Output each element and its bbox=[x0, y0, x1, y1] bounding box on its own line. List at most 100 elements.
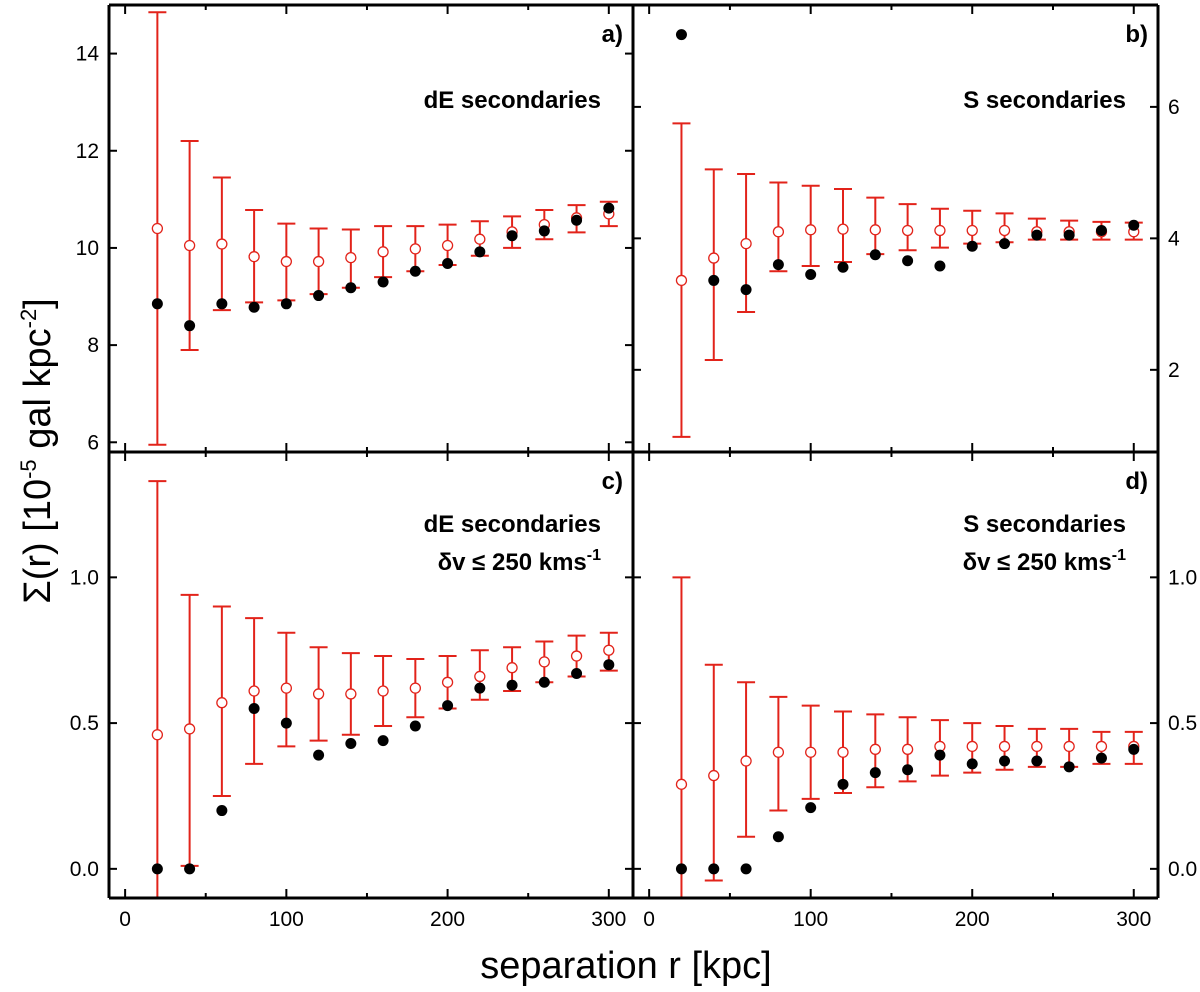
observed-point bbox=[280, 717, 292, 729]
panel-title: S secondaries bbox=[963, 511, 1126, 538]
panel-subtitle-text: δv ≤ 250 kms bbox=[963, 549, 1112, 576]
model-point bbox=[675, 778, 688, 790]
observed-point bbox=[603, 202, 615, 214]
observed-point bbox=[675, 863, 687, 875]
observed-point bbox=[248, 301, 260, 313]
model-point bbox=[966, 224, 978, 237]
model-point bbox=[675, 274, 688, 287]
model-point bbox=[441, 239, 454, 252]
observed-point bbox=[313, 290, 325, 302]
model-point bbox=[869, 743, 881, 755]
y-tick-label: 0.5 bbox=[70, 712, 99, 735]
panel-title: S secondaries bbox=[963, 87, 1126, 114]
model-point bbox=[248, 685, 260, 697]
model-point bbox=[772, 746, 785, 758]
model-point bbox=[966, 740, 978, 753]
panel-subtitle: δv ≤ 250 kms-1 bbox=[438, 547, 601, 576]
observed-point bbox=[538, 676, 550, 688]
y-tick-label: 14 bbox=[76, 43, 100, 66]
observed-point bbox=[506, 230, 518, 242]
model-point bbox=[837, 746, 849, 758]
x-tick-label: 100 bbox=[793, 908, 828, 931]
observed-point bbox=[377, 735, 389, 747]
observed-point bbox=[740, 284, 752, 296]
y-tick-label: 8 bbox=[87, 334, 99, 357]
model-point bbox=[280, 255, 293, 268]
observed-point bbox=[999, 755, 1011, 767]
model-point bbox=[248, 251, 260, 263]
observed-point bbox=[837, 261, 849, 273]
model-point bbox=[345, 688, 357, 700]
observed-point bbox=[869, 249, 881, 261]
observed-point bbox=[377, 276, 389, 288]
model-point bbox=[805, 224, 817, 236]
observed-point bbox=[571, 214, 583, 226]
observed-point bbox=[1128, 219, 1140, 231]
observed-point bbox=[805, 802, 817, 814]
model-point bbox=[869, 224, 881, 236]
observed-point bbox=[184, 320, 196, 332]
observed-point bbox=[934, 260, 946, 272]
model-point bbox=[603, 644, 615, 656]
model-point bbox=[151, 222, 164, 235]
observed-point bbox=[902, 255, 914, 267]
observed-point bbox=[805, 269, 817, 281]
x-tick-label: 200 bbox=[955, 908, 990, 931]
observed-point bbox=[151, 863, 163, 875]
observed-point bbox=[571, 668, 583, 680]
observed-point bbox=[345, 282, 357, 294]
observed-point bbox=[280, 298, 292, 310]
model-point bbox=[934, 224, 946, 237]
model-point bbox=[1063, 740, 1075, 753]
observed-point bbox=[442, 257, 454, 269]
panel-letter: b) bbox=[1125, 21, 1148, 48]
model-point bbox=[708, 769, 720, 782]
panel-d: 0.0 0.5 1.0 0 100 200 300 d) S secondaries δv ≤ 2… bbox=[633, 452, 1197, 931]
y-axis-title-exp1: -5 bbox=[16, 459, 41, 479]
observed-point bbox=[216, 298, 228, 310]
panel-title: dE secondaries bbox=[424, 511, 601, 538]
observed-point bbox=[1063, 229, 1075, 241]
observed-point bbox=[869, 767, 881, 779]
observed-point bbox=[474, 682, 486, 694]
model-point bbox=[1031, 740, 1043, 753]
observed-point bbox=[1031, 755, 1043, 767]
observed-point bbox=[151, 298, 163, 310]
observed-point bbox=[409, 720, 421, 732]
x-tick-label: 300 bbox=[591, 908, 626, 931]
panel-subtitle-text: δv ≤ 250 kms bbox=[438, 549, 587, 576]
y-tick-label: 1.0 bbox=[70, 566, 99, 589]
observed-point bbox=[538, 225, 550, 237]
panel-frame bbox=[107, 3, 1160, 900]
observed-point bbox=[474, 246, 486, 258]
model-point bbox=[377, 246, 389, 258]
model-point bbox=[183, 239, 196, 252]
panel-subtitle-exp: -1 bbox=[587, 547, 601, 564]
model-point bbox=[216, 238, 228, 250]
y-tick-label: 4 bbox=[1168, 227, 1180, 250]
y-tick-label: 10 bbox=[76, 237, 99, 260]
observed-point bbox=[345, 738, 357, 750]
model-point bbox=[441, 676, 454, 688]
model-point bbox=[538, 656, 550, 668]
x-tick-label: 300 bbox=[1116, 908, 1151, 931]
observed-point bbox=[740, 863, 752, 875]
model-point bbox=[772, 226, 785, 238]
model-point bbox=[1095, 740, 1108, 753]
y-tick-label: 0.0 bbox=[1168, 858, 1197, 881]
y-axis-title-main: Σ(r) [10 bbox=[17, 479, 59, 604]
panel-subtitle: δv ≤ 250 kms-1 bbox=[963, 547, 1126, 576]
model-point bbox=[998, 740, 1011, 753]
observed-point bbox=[248, 703, 260, 715]
observed-point bbox=[772, 259, 784, 271]
observed-point bbox=[772, 831, 784, 843]
panel-a: 6 8 10 12 14 a) dE secondaries bbox=[76, 5, 633, 454]
y-axis-title: Σ(r) [10-5 gal kpc-2] bbox=[16, 298, 59, 604]
panel-title: dE secondaries bbox=[424, 87, 601, 114]
y-tick-label: 1.0 bbox=[1168, 566, 1197, 589]
model-point bbox=[409, 243, 421, 255]
observed-point bbox=[837, 778, 849, 790]
y-tick-label: 0.0 bbox=[70, 858, 99, 881]
panel-letter: d) bbox=[1125, 468, 1148, 495]
